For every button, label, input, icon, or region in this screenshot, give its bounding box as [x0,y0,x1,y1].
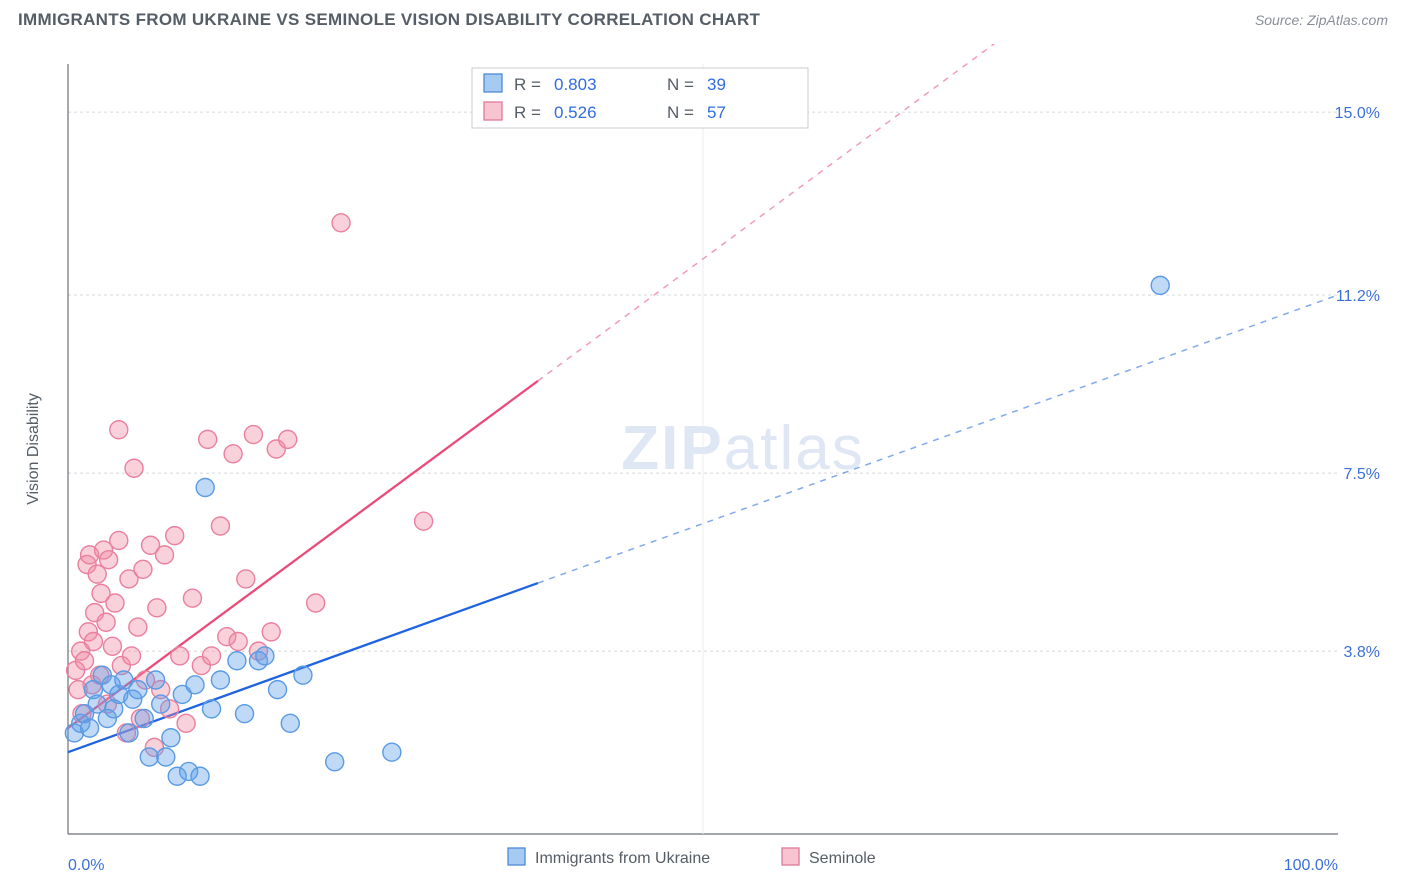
data-point [81,719,99,737]
data-point [211,671,229,689]
source-attribution: Source: ZipAtlas.com [1255,12,1388,28]
data-point [157,748,175,766]
data-point [100,551,118,569]
y-axis-label: Vision Disability [25,393,42,505]
source-name: ZipAtlas.com [1307,12,1388,28]
data-point [229,633,247,651]
x-tick-label: 0.0% [68,857,104,874]
data-point [110,531,128,549]
data-point [123,647,141,665]
data-point [135,710,153,728]
watermark: ZIPatlas [621,414,864,483]
y-tick-label: 11.2% [1336,288,1380,305]
data-point [196,479,214,497]
stats-n-value: 57 [707,103,726,122]
data-point [228,652,246,670]
data-point [84,633,102,651]
data-point [110,421,128,439]
legend-swatch [484,74,502,92]
data-point [269,681,287,699]
data-point [156,546,174,564]
data-point [307,594,325,612]
data-point [199,430,217,448]
data-point [191,767,209,785]
data-point [415,512,433,530]
data-point [106,594,124,612]
chart-title: IMMIGRANTS FROM UKRAINE VS SEMINOLE VISI… [18,10,760,30]
data-point [97,613,115,631]
data-point [237,570,255,588]
data-point [183,589,201,607]
stats-r-label: R = [514,75,541,94]
scatter-chart: 3.8% 7.5% 11.2% 15.0% 0.0% 100.0% Vision Disab… [18,44,1388,882]
data-point [140,748,158,766]
x-tick-label: 100.0% [1284,857,1338,874]
legend-swatch [782,848,799,865]
source-label: Source: [1255,12,1307,28]
data-point [147,671,165,689]
data-point [177,714,195,732]
y-tick-label: 7.5% [1344,466,1380,483]
data-point [134,560,152,578]
legend-swatch [508,848,525,865]
stats-r-label: R = [514,103,541,122]
data-point [224,445,242,463]
data-point [162,729,180,747]
data-point [256,647,274,665]
y-tick-label: 15.0% [1335,105,1380,122]
legend-bottom: Immigrants from Ukraine Seminole [508,848,876,867]
stats-r-value: 0.526 [554,103,597,122]
data-point [129,681,147,699]
y-tick-label: 3.8% [1344,644,1380,661]
data-point [125,459,143,477]
data-point [129,618,147,636]
data-point [244,426,262,444]
data-point [383,743,401,761]
data-point [76,652,94,670]
data-point [279,430,297,448]
data-point [1151,276,1169,294]
data-point [103,637,121,655]
data-point [262,623,280,641]
data-point [326,753,344,771]
data-point [203,647,221,665]
data-point [332,214,350,232]
data-point [152,695,170,713]
chart-header: IMMIGRANTS FROM UKRAINE VS SEMINOLE VISI… [0,0,1406,36]
data-point [171,647,189,665]
data-point [148,599,166,617]
legend-label: Seminole [809,850,876,867]
legend-swatch [484,102,502,120]
stats-r-value: 0.803 [554,75,597,94]
data-point [166,527,184,545]
data-point [294,666,312,684]
data-point [236,705,254,723]
chart-container: 3.8% 7.5% 11.2% 15.0% 0.0% 100.0% Vision Disab… [18,44,1388,882]
data-point [203,700,221,718]
stats-n-label: N = [667,75,694,94]
legend-label: Immigrants from Ukraine [535,850,710,867]
data-point [186,676,204,694]
stats-n-label: N = [667,103,694,122]
data-point [281,714,299,732]
data-point [211,517,229,535]
stats-n-value: 39 [707,75,726,94]
data-point [120,724,138,742]
